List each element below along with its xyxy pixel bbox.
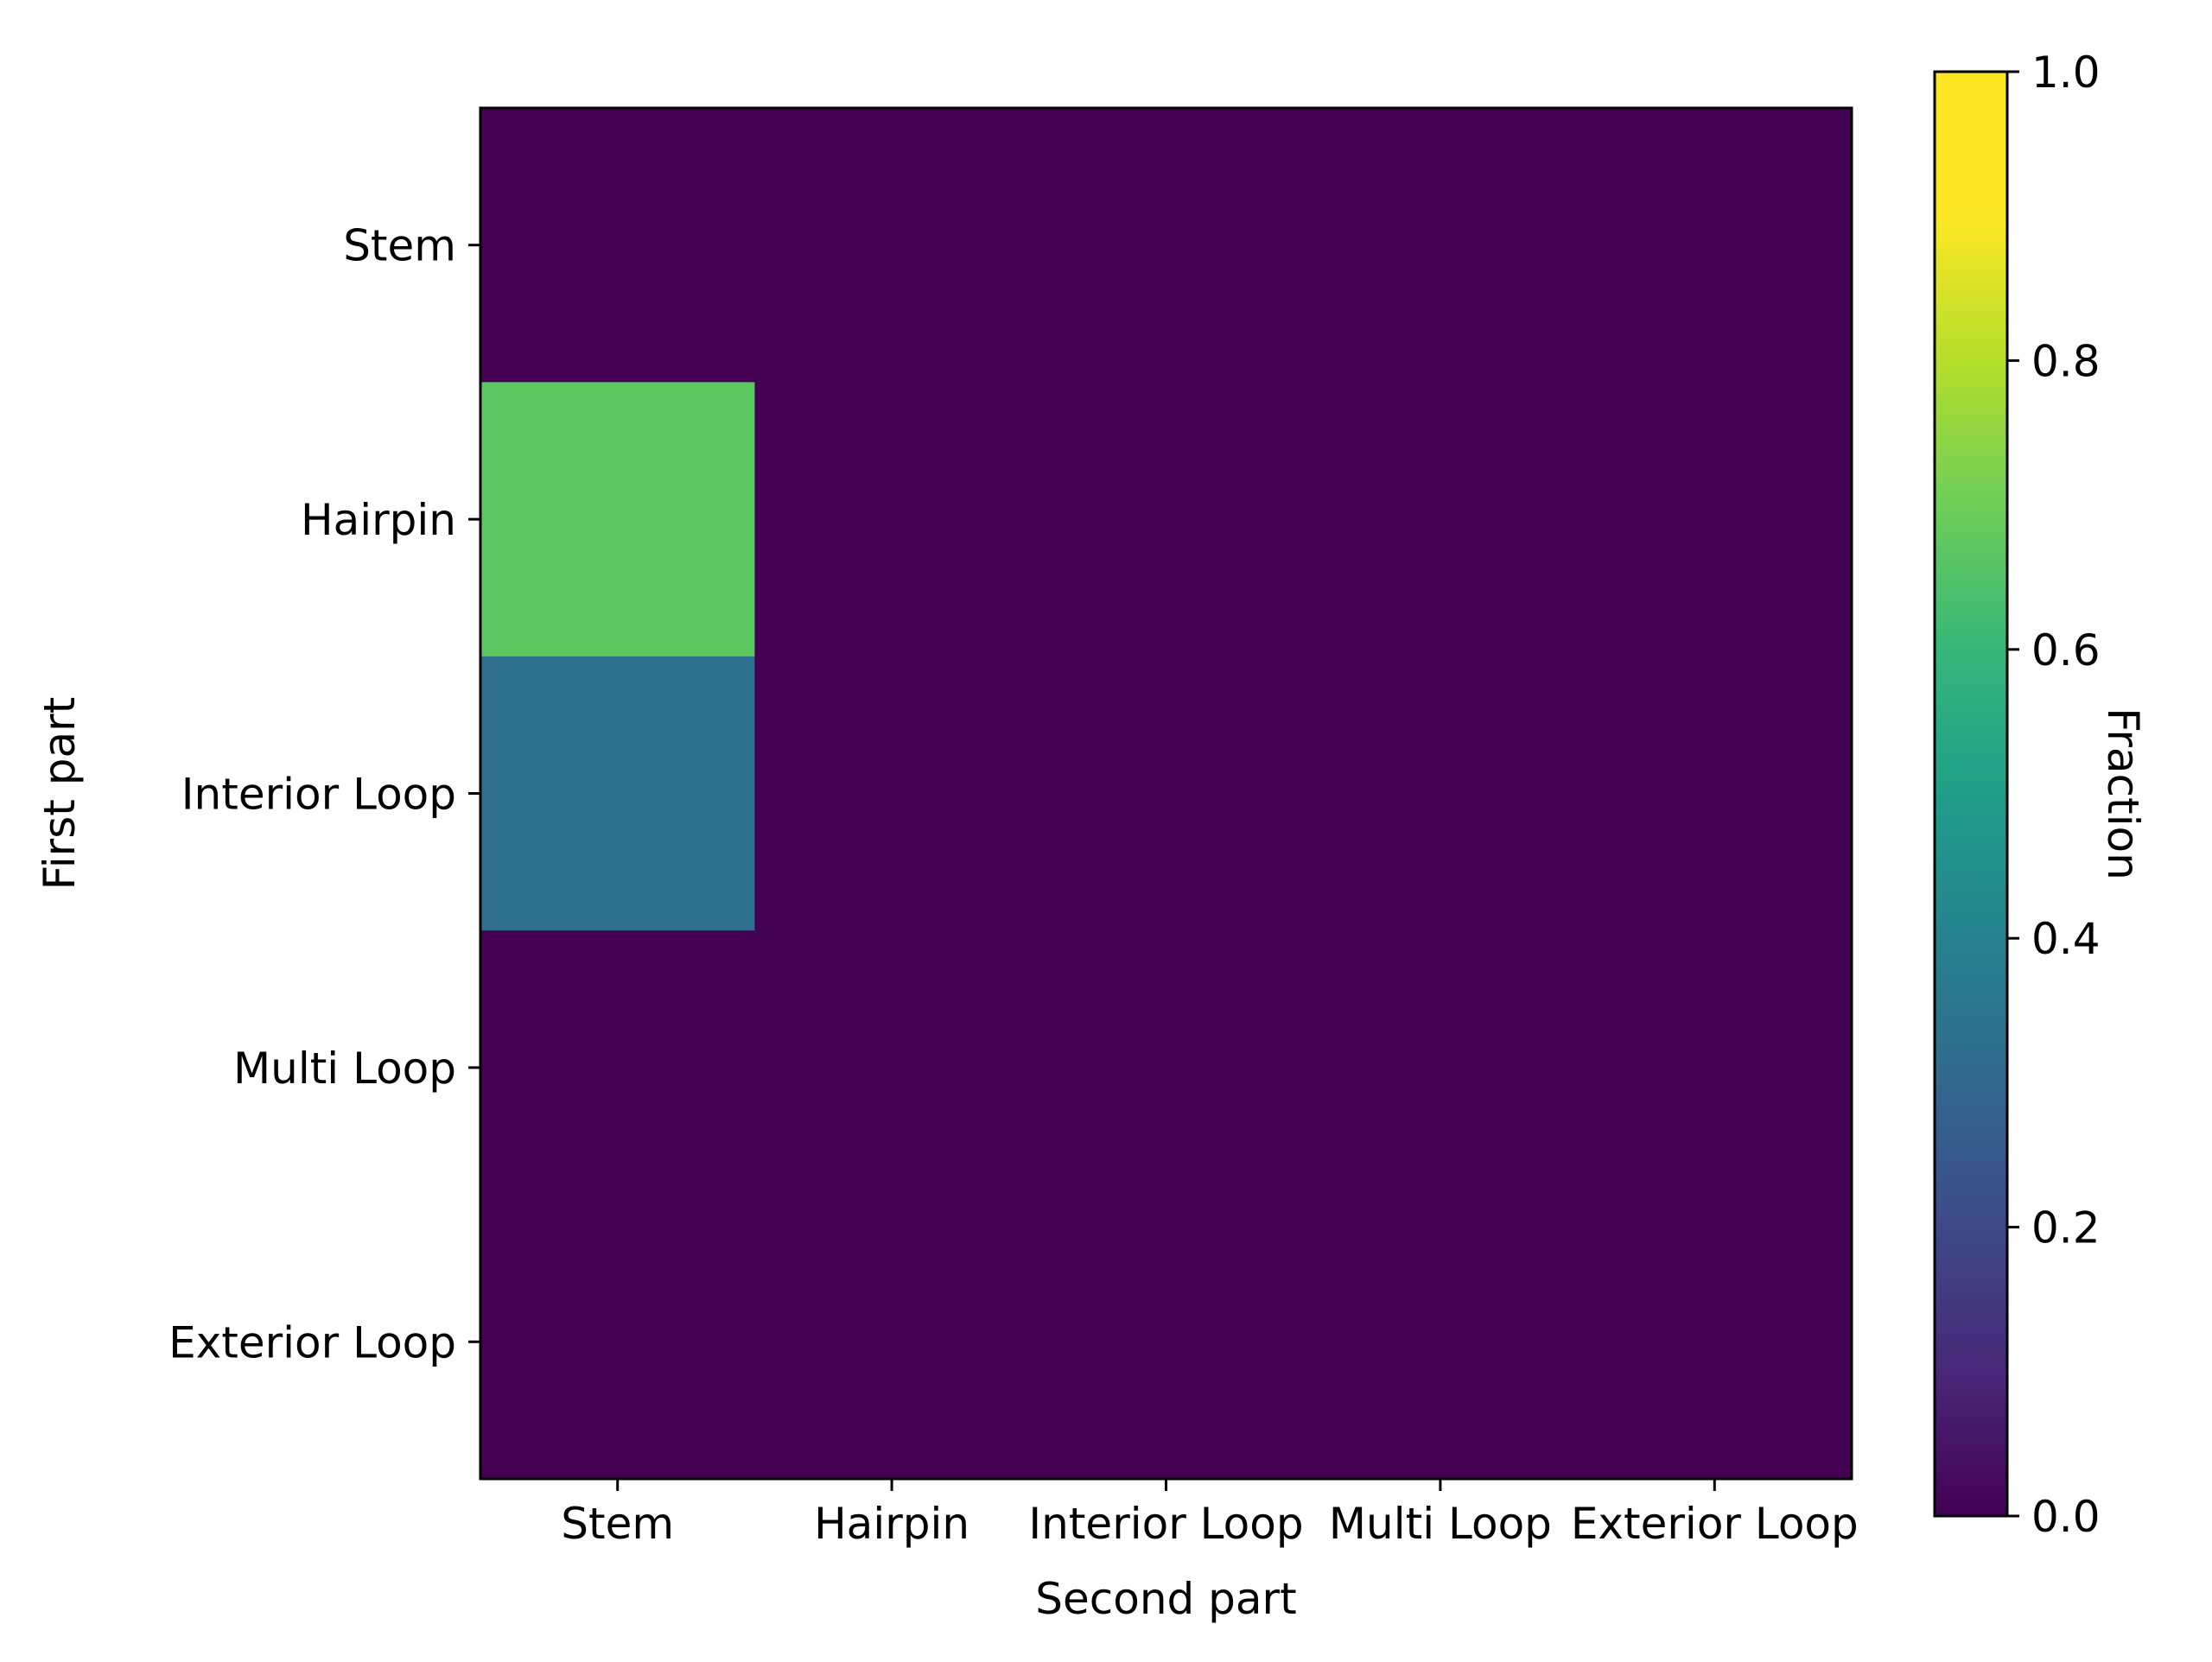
colorbar-tick-label: 0.2 [2031,1203,2101,1253]
heatmap-cell [480,930,755,1206]
heatmap-cell [1577,382,1853,657]
y-tick-label: Hairpin [301,495,456,545]
heatmap-cell [480,1204,755,1480]
heatmap-cells [480,108,1853,1480]
x-tick-label: Stem [561,1499,674,1549]
colorbar-tick-label: 0.8 [2031,336,2101,386]
y-tick-label: Multi Loop [233,1044,456,1094]
heatmap-cell [1028,1204,1304,1480]
y-tick-label: Interior Loop [181,770,456,820]
heatmap-cell [1577,930,1853,1206]
heatmap-cell [754,930,1030,1206]
heatmap-cell [1303,108,1579,383]
heatmap-cell [1577,1204,1853,1480]
heatmap-cell [1028,108,1304,383]
colorbar-tick-label: 0.6 [2031,625,2101,676]
heatmap-cell [754,382,1030,657]
heatmap-cell [754,656,1030,931]
heatmap-cell [1303,1204,1579,1480]
colorbar [1933,70,2009,1518]
x-tick-label: Interior Loop [1028,1499,1303,1549]
y-axis-ticks: Stem Hairpin Interior Loop Multi Loop Exteri… [168,221,480,1367]
heatmap-cell [1028,656,1304,931]
heatmap-cell [754,108,1030,383]
x-axis-ticks: Stem Hairpin Interior Loop Multi Loop Exteri… [561,1479,1859,1549]
colorbar-ticks: 0.0 0.2 0.4 0.6 0.8 1.0 [2007,48,2101,1542]
colorbar-label: Fraction [2098,707,2148,880]
heatmap-cell [1028,930,1304,1206]
x-tick-label: Multi Loop [1329,1499,1552,1549]
heatmap-cell [480,108,755,383]
heatmap-cell [754,1204,1030,1480]
y-axis-label: First part [35,697,85,891]
colorbar-tick-label: 1.0 [2031,48,2101,98]
colorbar-tick-label: 0.0 [2031,1492,2101,1542]
heatmap-cell [1303,930,1579,1206]
x-axis-label: Second part [1035,1574,1296,1624]
heatmap-cell [1577,108,1853,383]
x-tick-label: Hairpin [814,1499,969,1549]
heatmap-cell [1303,656,1579,931]
x-tick-label: Exterior Loop [1571,1499,1859,1549]
heatmap-cell [480,656,755,931]
y-tick-label: Stem [343,221,456,271]
heatmap-cell [1028,382,1304,657]
heatmap-cell [1577,656,1853,931]
colorbar-tick-label: 0.4 [2031,914,2101,964]
y-tick-label: Exterior Loop [168,1317,456,1367]
heatmap-cell [480,382,755,657]
heatmap-cell [1303,382,1579,657]
